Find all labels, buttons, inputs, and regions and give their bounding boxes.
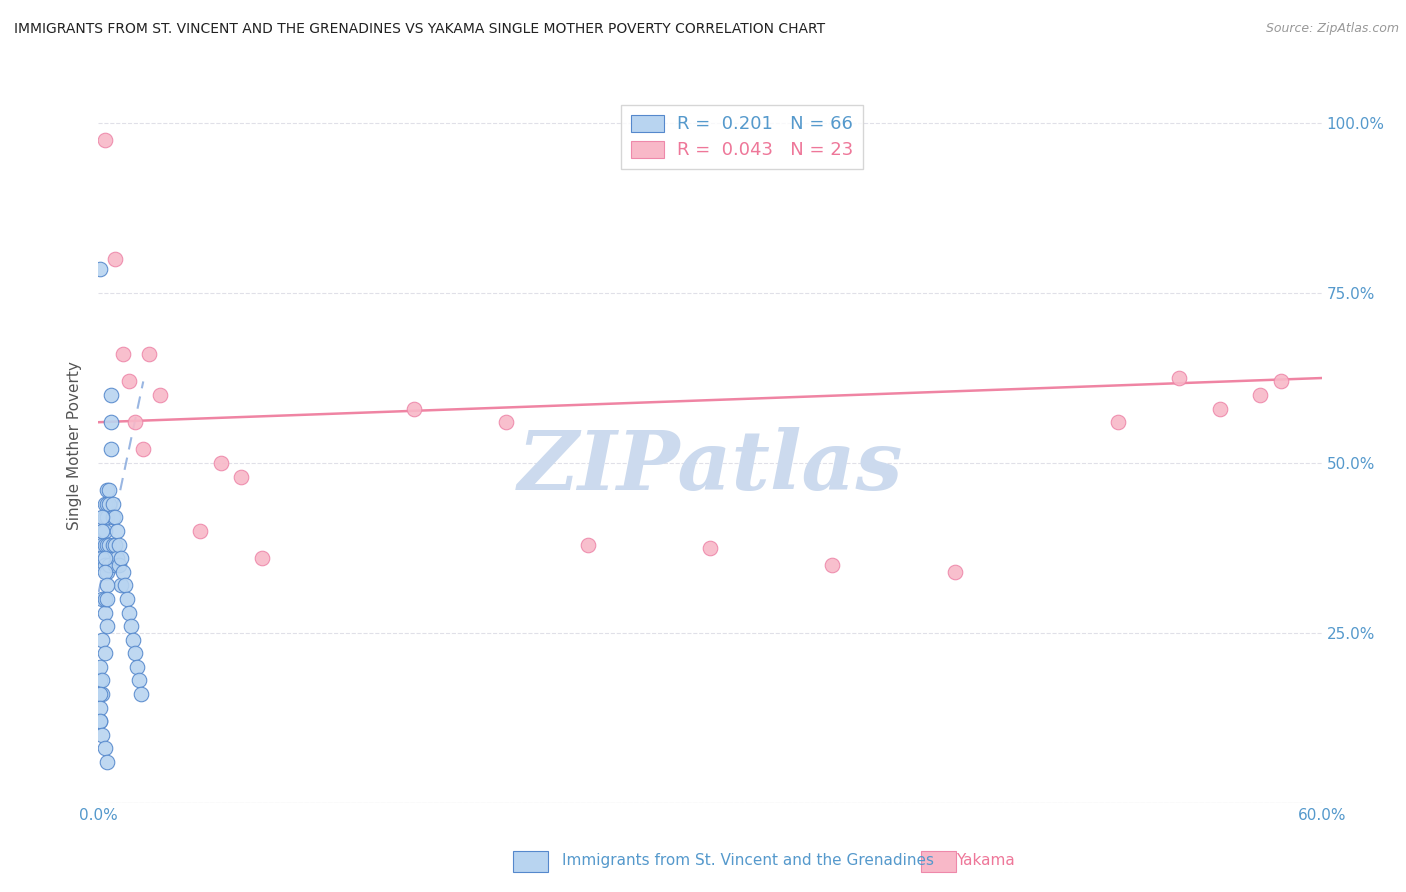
- Point: [96, 537, 118, 551]
- Point: [105, 524, 128, 538]
- Point: [1270, 375, 1292, 389]
- Point: [89, 714, 111, 729]
- Point: [91, 551, 114, 566]
- Point: [89, 714, 111, 729]
- Point: [250, 551, 273, 566]
- Point: [111, 565, 134, 579]
- Point: [91, 687, 114, 701]
- Point: [108, 558, 131, 572]
- Point: [96, 755, 118, 769]
- Point: [89, 687, 111, 701]
- Point: [91, 537, 114, 551]
- Point: [188, 524, 212, 538]
- Point: [93, 741, 115, 756]
- Legend: R =  0.201   N = 66, R =  0.043   N = 23: R = 0.201 N = 66, R = 0.043 N = 23: [620, 104, 863, 169]
- Text: ZIPatlas: ZIPatlas: [517, 427, 903, 508]
- Point: [132, 442, 155, 457]
- Point: [97, 558, 120, 572]
- Text: IMMIGRANTS FROM ST. VINCENT AND THE GRENADINES VS YAKAMA SINGLE MOTHER POVERTY C: IMMIGRANTS FROM ST. VINCENT AND THE GREN…: [14, 22, 825, 37]
- Point: [128, 673, 150, 688]
- Point: [89, 673, 111, 688]
- Point: [93, 510, 115, 524]
- Point: [495, 415, 517, 429]
- Point: [576, 537, 599, 551]
- Point: [108, 537, 131, 551]
- Point: [89, 700, 111, 714]
- Point: [104, 537, 127, 551]
- Point: [115, 591, 138, 606]
- Point: [93, 646, 115, 660]
- Point: [96, 483, 118, 498]
- Point: [1107, 415, 1129, 429]
- Point: [100, 415, 122, 429]
- Point: [821, 558, 844, 572]
- Point: [91, 632, 114, 647]
- Point: [97, 497, 120, 511]
- Point: [97, 537, 120, 551]
- Point: [96, 497, 118, 511]
- Point: [93, 524, 115, 538]
- Point: [93, 537, 115, 551]
- Point: [91, 591, 114, 606]
- Point: [91, 510, 114, 524]
- Point: [105, 551, 128, 566]
- Point: [93, 133, 115, 147]
- Point: [93, 591, 115, 606]
- Point: [96, 591, 118, 606]
- Point: [89, 262, 111, 277]
- Point: [127, 660, 149, 674]
- Text: Yakama: Yakama: [956, 854, 1015, 868]
- Point: [93, 551, 115, 566]
- Point: [104, 510, 127, 524]
- Point: [122, 632, 145, 647]
- Point: [110, 578, 132, 592]
- Point: [104, 252, 127, 266]
- Point: [124, 415, 146, 429]
- Point: [699, 541, 721, 555]
- Point: [96, 619, 118, 633]
- Point: [1167, 371, 1189, 385]
- Point: [93, 606, 115, 620]
- Point: [231, 469, 253, 483]
- Point: [129, 687, 152, 701]
- Point: [91, 728, 114, 742]
- Point: [93, 497, 115, 511]
- Point: [91, 524, 114, 538]
- Text: Immigrants from St. Vincent and the Grenadines: Immigrants from St. Vincent and the Gren…: [562, 854, 935, 868]
- Point: [118, 375, 141, 389]
- Point: [110, 551, 132, 566]
- Point: [1209, 401, 1232, 416]
- Y-axis label: Single Mother Poverty: Single Mother Poverty: [67, 361, 83, 531]
- Point: [138, 347, 160, 361]
- Text: Source: ZipAtlas.com: Source: ZipAtlas.com: [1265, 22, 1399, 36]
- Point: [124, 646, 146, 660]
- Point: [118, 606, 141, 620]
- Point: [114, 578, 136, 592]
- Point: [93, 565, 115, 579]
- Point: [100, 442, 122, 457]
- Point: [104, 558, 127, 572]
- Point: [96, 510, 118, 524]
- Point: [100, 388, 122, 402]
- Point: [149, 388, 172, 402]
- Point: [96, 578, 118, 592]
- Point: [209, 456, 232, 470]
- Point: [943, 565, 966, 579]
- Point: [101, 497, 124, 511]
- Point: [96, 565, 118, 579]
- Point: [404, 401, 426, 416]
- Point: [101, 537, 124, 551]
- Point: [1249, 388, 1271, 402]
- Point: [101, 510, 124, 524]
- Point: [111, 347, 134, 361]
- Point: [120, 619, 142, 633]
- Point: [91, 524, 114, 538]
- Point: [89, 660, 111, 674]
- Point: [91, 673, 114, 688]
- Point: [97, 483, 120, 498]
- Point: [93, 558, 115, 572]
